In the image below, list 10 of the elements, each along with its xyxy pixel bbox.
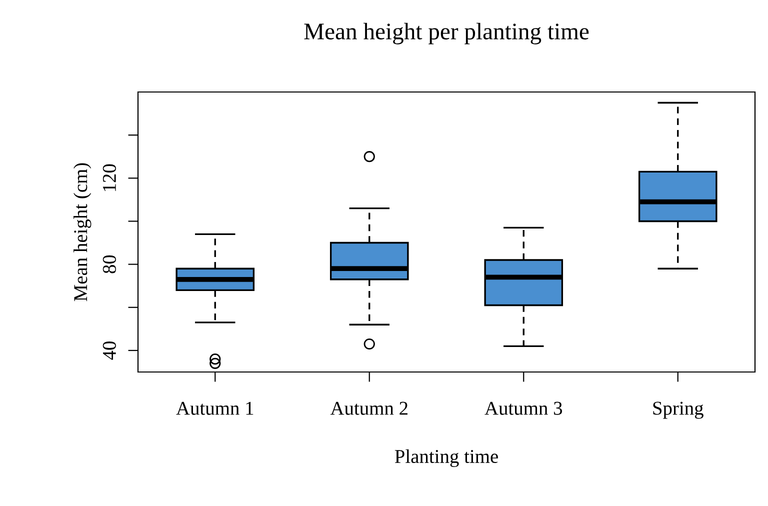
y-axis-title: Mean height (cm) xyxy=(74,163,92,302)
x-tick-label: Spring xyxy=(653,402,704,419)
chart-title: Mean height per planting time xyxy=(304,22,589,44)
y-tick-label: 120 xyxy=(102,164,116,192)
x-tick-label: Autumn 2 xyxy=(330,402,408,415)
x-tick-label: Autumn 3 xyxy=(484,402,562,415)
x-axis-title: Planting time xyxy=(394,449,498,468)
x-tick-label: Autumn 1 xyxy=(176,402,254,415)
y-tick-label: 80 xyxy=(102,255,116,274)
y-tick-label: 40 xyxy=(102,341,116,360)
